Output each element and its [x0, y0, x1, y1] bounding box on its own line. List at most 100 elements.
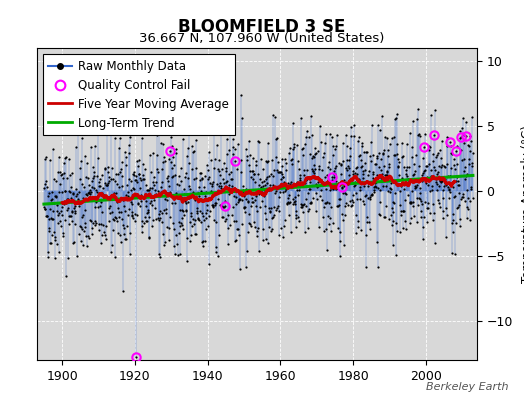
Point: [155, 216, 163, 223]
Point: [196, 169, 204, 176]
Point: [390, 152, 398, 158]
Point: [351, 170, 359, 176]
Point: [89, 174, 97, 181]
Point: [398, 175, 406, 181]
Point: [69, 190, 78, 197]
Point: [232, 218, 241, 224]
Point: [186, 186, 194, 192]
Point: [272, 136, 281, 142]
Point: [296, 177, 304, 184]
Point: [440, 183, 448, 190]
Point: [313, 174, 321, 180]
Point: [95, 221, 103, 228]
Point: [244, 198, 252, 204]
Point: [225, 171, 233, 177]
Point: [319, 214, 328, 220]
Point: [71, 202, 80, 209]
Point: [129, 169, 138, 175]
Point: [53, 219, 62, 226]
Point: [63, 196, 71, 202]
Point: [344, 163, 353, 169]
Point: [187, 213, 195, 220]
Point: [377, 177, 386, 183]
Point: [417, 214, 425, 220]
Point: [48, 216, 57, 223]
Point: [154, 215, 162, 222]
Point: [378, 183, 387, 189]
Point: [296, 181, 304, 187]
Point: [263, 159, 271, 166]
Point: [268, 214, 277, 220]
Point: [165, 183, 173, 190]
Point: [418, 223, 427, 230]
Point: [404, 192, 412, 198]
Point: [194, 190, 202, 196]
Point: [41, 156, 49, 162]
Point: [273, 166, 281, 173]
Point: [256, 189, 265, 195]
Point: [123, 195, 131, 201]
Point: [278, 173, 287, 180]
Point: [327, 204, 335, 210]
Point: [370, 184, 378, 190]
Point: [207, 195, 215, 201]
Point: [302, 196, 310, 203]
Point: [128, 170, 137, 177]
Point: [370, 187, 378, 194]
Point: [412, 195, 421, 202]
Point: [420, 144, 428, 150]
Point: [418, 172, 427, 178]
Point: [228, 135, 237, 142]
Point: [144, 187, 152, 194]
Point: [418, 201, 426, 207]
Point: [53, 208, 61, 214]
Point: [326, 131, 334, 138]
Point: [286, 180, 294, 187]
Point: [378, 171, 386, 177]
Point: [249, 219, 258, 225]
Point: [230, 218, 238, 224]
Point: [210, 131, 218, 137]
Point: [64, 188, 73, 194]
Point: [145, 234, 154, 240]
Point: [225, 191, 233, 197]
Point: [408, 188, 416, 194]
Point: [340, 242, 348, 248]
Point: [86, 188, 95, 195]
Point: [454, 178, 462, 184]
Point: [178, 222, 187, 228]
Point: [245, 138, 254, 144]
Point: [300, 172, 308, 178]
Point: [454, 182, 462, 188]
Point: [187, 232, 195, 238]
Point: [424, 204, 432, 211]
Point: [337, 171, 345, 178]
Point: [420, 168, 428, 174]
Point: [189, 189, 198, 196]
Point: [347, 202, 355, 209]
Point: [369, 175, 378, 181]
Point: [126, 134, 134, 140]
Point: [277, 170, 286, 177]
Point: [167, 134, 176, 140]
Point: [119, 197, 127, 203]
Point: [165, 225, 173, 231]
Point: [386, 185, 395, 191]
Point: [402, 180, 411, 187]
Point: [400, 186, 408, 193]
Point: [277, 169, 286, 176]
Point: [404, 176, 412, 182]
Point: [162, 206, 171, 212]
Point: [151, 191, 160, 197]
Point: [270, 167, 278, 173]
Point: [408, 144, 417, 150]
Point: [113, 199, 121, 205]
Point: [366, 194, 375, 200]
Point: [336, 162, 345, 168]
Point: [238, 187, 247, 193]
Point: [213, 181, 222, 187]
Point: [180, 195, 189, 202]
Point: [57, 172, 65, 178]
Point: [461, 176, 469, 182]
Point: [283, 199, 292, 205]
